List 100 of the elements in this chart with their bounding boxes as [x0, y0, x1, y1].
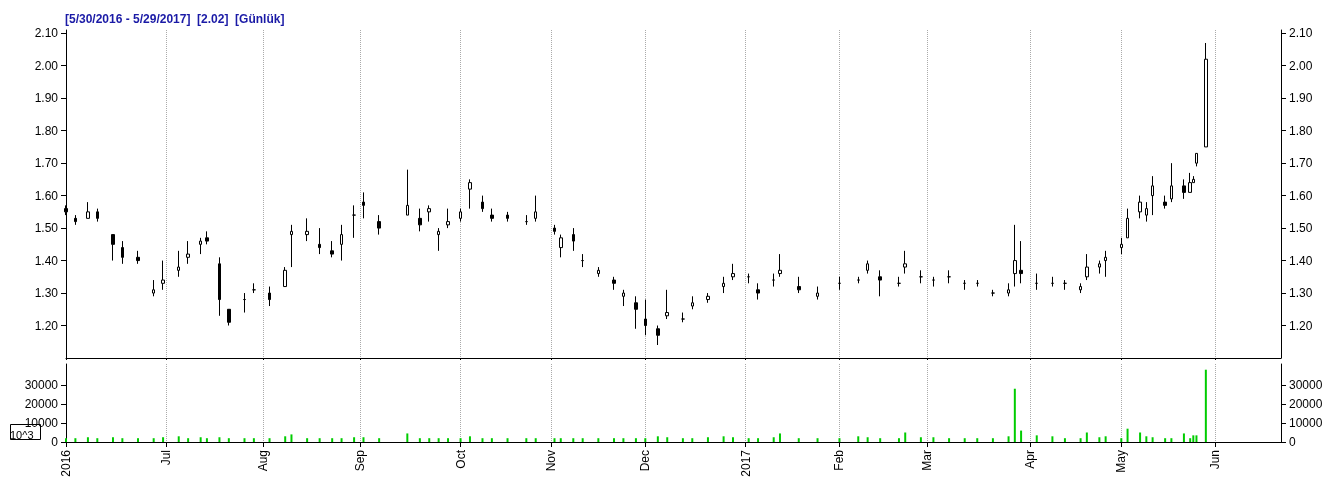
y-tick-label: 2.00: [34, 58, 59, 73]
y2-tick-label: 1.80: [1289, 123, 1313, 138]
x-tick-label: Feb: [832, 449, 847, 471]
y2-tick-label: 10000: [1289, 415, 1323, 430]
bar: [1204, 369, 1207, 442]
bar: [1104, 436, 1107, 442]
y2-tick-label: 0: [1289, 435, 1296, 449]
bar: [1020, 430, 1023, 442]
bar: [96, 438, 99, 442]
bar: [187, 438, 190, 442]
candlestick: [506, 211, 509, 223]
y2-tick-label: 2.00: [1289, 58, 1313, 73]
bar: [904, 432, 907, 442]
bar: [932, 437, 935, 442]
bar: [152, 438, 155, 442]
bar: [732, 437, 734, 442]
candlestick: [706, 292, 710, 304]
candlestick: [330, 240, 334, 258]
x-tick-label: Nov: [544, 450, 559, 472]
candlestick: [797, 276, 801, 294]
candlestick: [1188, 172, 1192, 193]
candlestick: [406, 169, 409, 216]
candlestick: [903, 250, 907, 275]
bar: [656, 436, 659, 442]
candlestick: [1120, 237, 1123, 255]
bar: [666, 437, 669, 442]
candlestick: [96, 208, 99, 223]
bar: [722, 436, 725, 442]
bar: [1079, 438, 1082, 442]
bar: [481, 438, 484, 442]
bar: [857, 436, 860, 442]
candlestick: [1019, 240, 1023, 284]
bar: [437, 438, 440, 442]
candlestick: [665, 289, 669, 320]
x-tick-label: Jun: [1208, 450, 1223, 470]
bar: [65, 438, 67, 442]
bar: [331, 438, 334, 442]
candlestick: [1013, 224, 1017, 288]
bar: [406, 433, 409, 442]
candlestick: [427, 204, 431, 223]
bar: [177, 436, 180, 442]
bar: [1170, 438, 1173, 442]
bar: [418, 438, 421, 442]
candlestick: [227, 308, 231, 327]
candlestick: [644, 299, 647, 336]
bar: [963, 438, 966, 442]
candlestick: [1079, 282, 1082, 294]
y2-tick-label: 2.10: [1289, 26, 1313, 41]
bar: [306, 438, 309, 442]
candlestick: [121, 240, 124, 265]
candlestick: [205, 230, 209, 245]
bar: [428, 438, 431, 442]
bar: [1126, 428, 1129, 442]
bar: [205, 438, 208, 442]
bar: [137, 438, 140, 442]
bar: [644, 438, 647, 442]
candlestick: [878, 269, 882, 297]
bar: [1164, 438, 1167, 442]
bar: [1145, 436, 1148, 442]
bar: [991, 438, 994, 442]
candlestick: [418, 208, 422, 232]
x-tick-label: Mar: [920, 450, 935, 471]
candlestick: [691, 295, 694, 310]
candlestick: [186, 240, 190, 265]
bar: [74, 438, 77, 442]
candlestick: [377, 214, 381, 236]
bar: [597, 438, 600, 442]
bar: [378, 438, 381, 442]
candlestick: [816, 286, 819, 301]
bar: [218, 437, 221, 442]
bar: [162, 437, 165, 442]
bar: [816, 438, 819, 442]
candlestick: [1138, 195, 1142, 219]
bar: [243, 438, 246, 442]
bar: [353, 437, 356, 442]
y2-tick-label: 1.70: [1289, 156, 1313, 171]
y2-tick-label: 1.30: [1289, 286, 1313, 301]
y-tick-label: 2.10: [34, 26, 59, 41]
candlestick: [1204, 42, 1208, 148]
candlestick: [612, 276, 616, 291]
bar: [879, 438, 882, 442]
candlestick: [152, 279, 155, 297]
candlestick: [1007, 282, 1010, 297]
bar: [778, 433, 781, 442]
bar: [919, 437, 922, 442]
candlestick: [756, 282, 760, 301]
x-tick-label: May: [1114, 450, 1129, 473]
candlestick: [468, 178, 472, 210]
candlestick: [86, 201, 90, 219]
bar: [948, 438, 951, 442]
bar: [525, 438, 528, 442]
chart-title: [5/30/2016 - 5/29/2017] [2.02] [Günlük]: [65, 12, 285, 26]
bar: [1007, 436, 1010, 442]
bar: [681, 438, 684, 442]
bar: [534, 438, 537, 442]
bar: [581, 438, 584, 442]
candlestick: [572, 227, 575, 252]
candlestick: [74, 214, 77, 226]
x-tick-label: Oct: [453, 449, 468, 469]
bar: [340, 438, 343, 442]
